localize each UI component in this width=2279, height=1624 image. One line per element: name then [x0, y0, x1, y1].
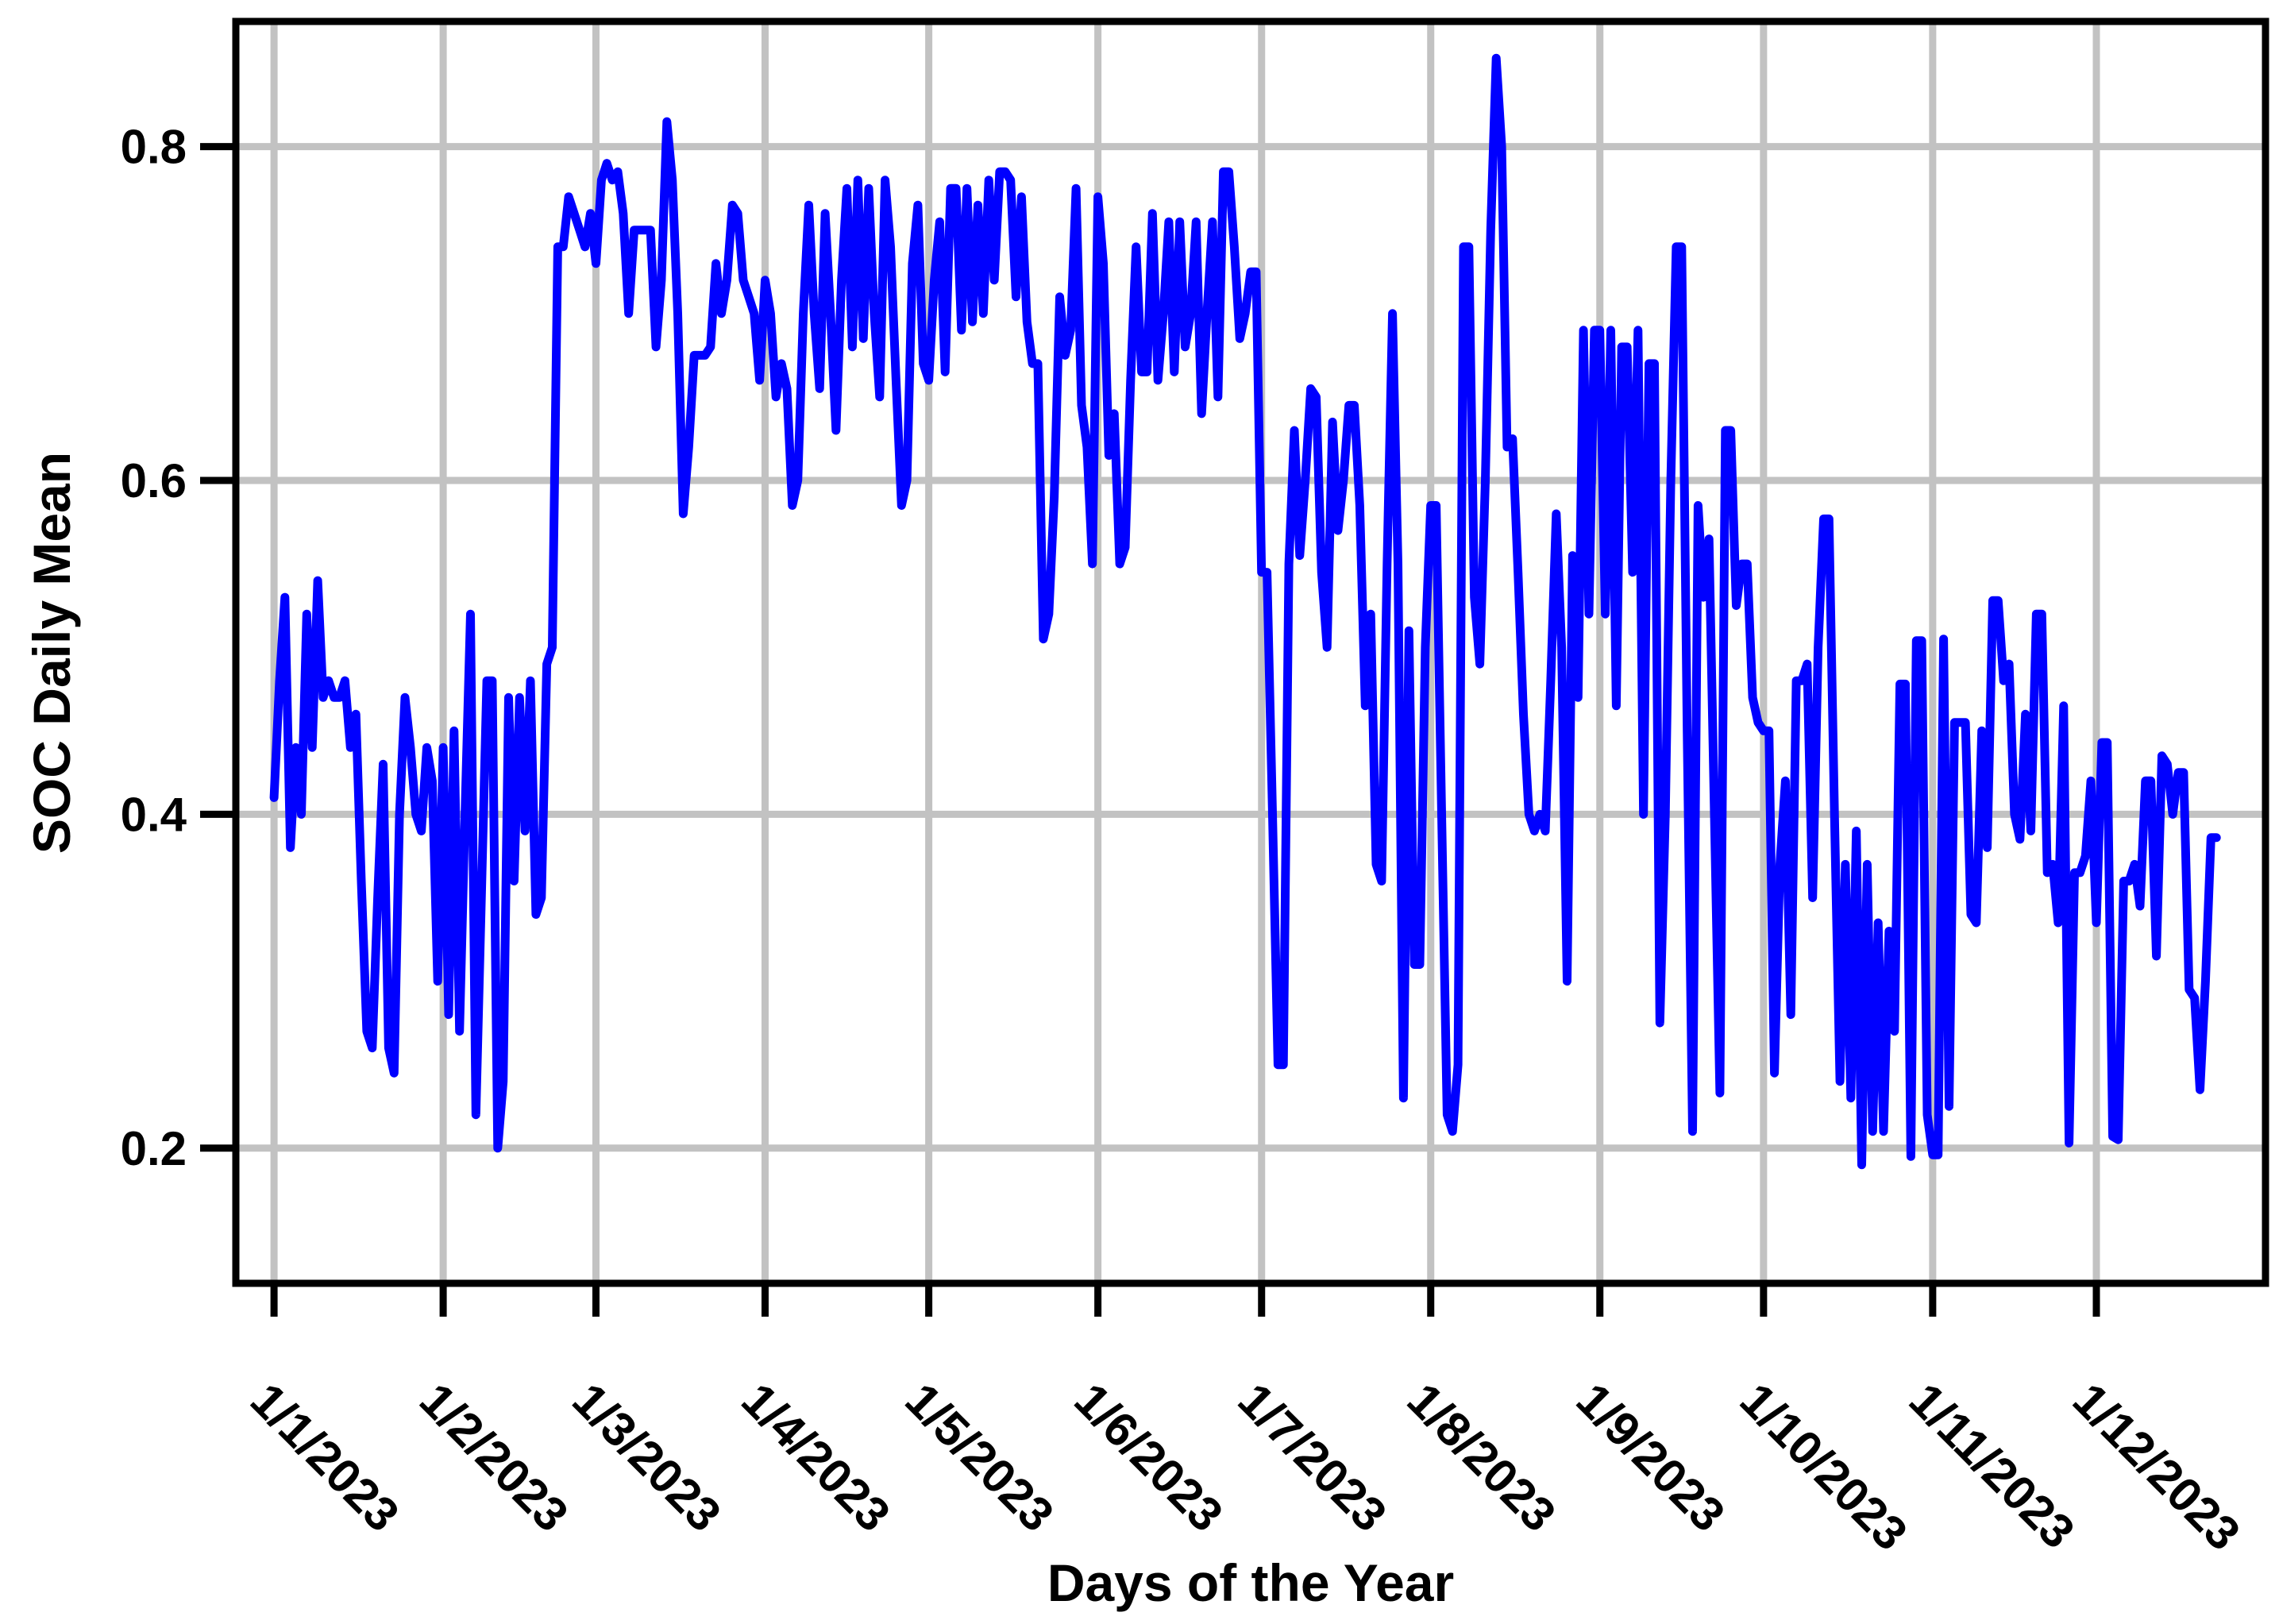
series-layer	[269, 53, 2221, 1170]
x-tick-label: 1/2/2023	[410, 1373, 579, 1542]
x-tick-label: 1/4/2023	[731, 1373, 900, 1542]
x-tick-label: 1/12/2023	[2063, 1373, 2250, 1560]
soc-line	[269, 53, 2221, 1170]
y-tick-label: 0.6	[121, 454, 187, 507]
x-tick-label: 1/9/2023	[1567, 1373, 1736, 1542]
grid-layer	[236, 21, 2266, 1283]
x-tick-label: 1/5/2023	[895, 1373, 1064, 1542]
y-tick-label: 0.8	[121, 121, 187, 174]
x-tick-label: 1/6/2023	[1064, 1373, 1233, 1542]
y-axis-title: SOC Daily Mean	[22, 452, 81, 854]
plot-border	[232, 17, 2269, 1287]
y-tick-label: 0.2	[121, 1122, 187, 1175]
axis-layer	[200, 17, 2269, 1317]
x-tick-label: 1/8/2023	[1398, 1373, 1567, 1542]
x-tick-label: 1/1/2023	[241, 1373, 410, 1542]
x-tick-label: 1/3/2023	[562, 1373, 731, 1542]
y-tick-label: 0.4	[121, 788, 187, 841]
x-axis-title: Days of the Year	[1047, 1553, 1454, 1612]
x-tick-label: 1/11/2023	[1899, 1373, 2085, 1559]
x-tick-label: 1/10/2023	[1730, 1373, 1918, 1560]
x-tick-label: 1/7/2023	[1228, 1373, 1398, 1542]
